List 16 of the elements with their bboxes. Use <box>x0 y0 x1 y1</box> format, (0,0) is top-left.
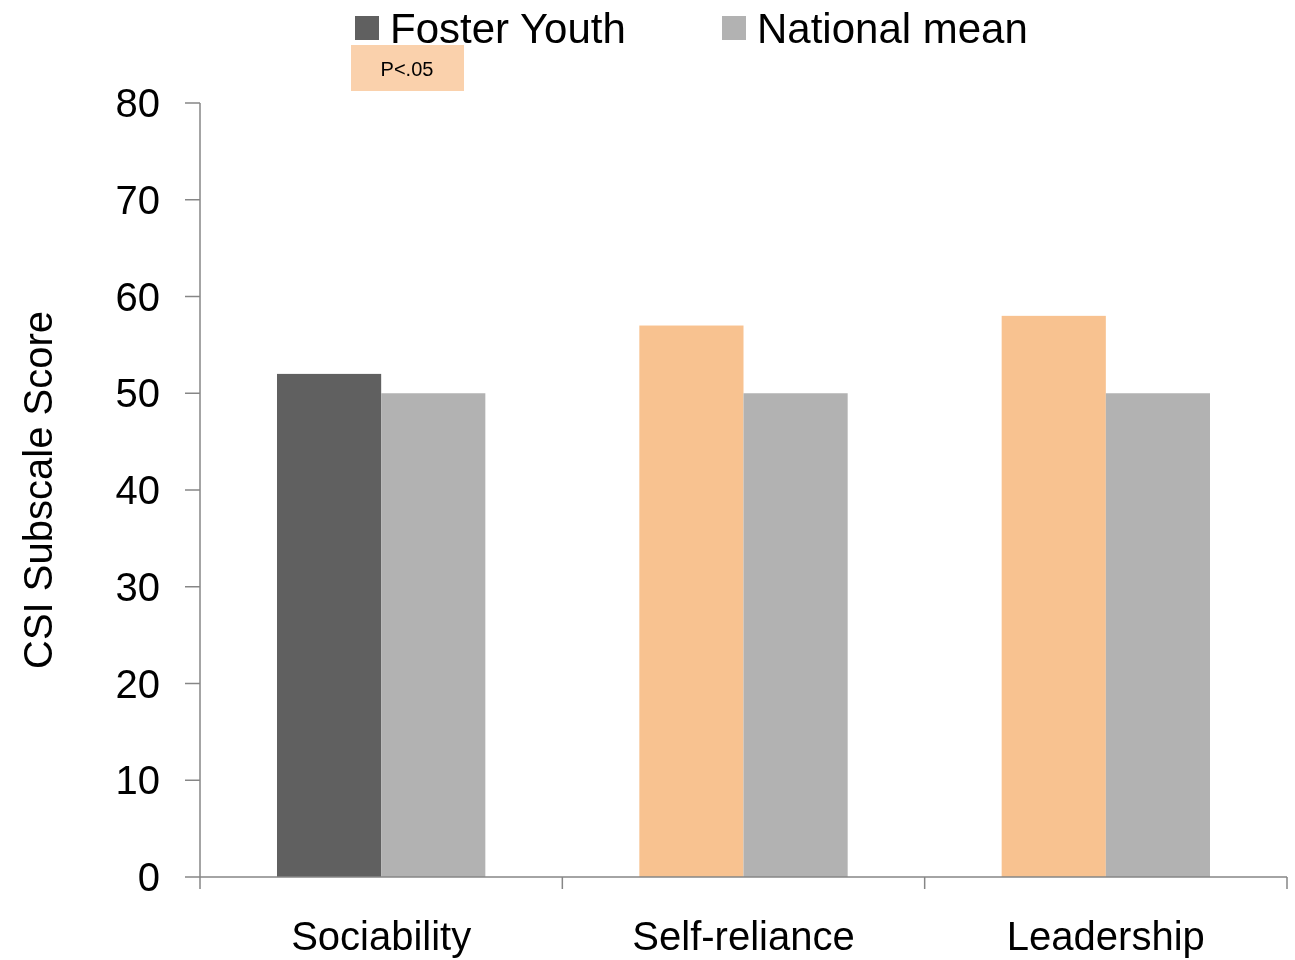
text: P<.05 <box>380 58 434 80</box>
x-tick-label: Sociability <box>291 914 472 958</box>
y-tick-label: 60 <box>115 274 160 319</box>
y-tick-label: 0 <box>137 855 160 899</box>
y-tick-label: 40 <box>115 468 160 512</box>
legend-label: Foster Youth <box>390 4 626 52</box>
y-tick-label: 20 <box>115 661 160 706</box>
y-tick-label: 70 <box>115 177 160 222</box>
legend-label: National mean <box>757 4 1028 52</box>
x-tick-label: Leadership <box>1006 914 1205 958</box>
y-axis-title: CSI Subscale Score <box>16 311 60 669</box>
y-tick-label: 30 <box>115 564 160 609</box>
y-tick-label: 10 <box>115 758 160 803</box>
y-tick-label: 80 <box>115 81 160 125</box>
x-tick-label: Self-reliance <box>632 914 855 958</box>
y-tick-label: 50 <box>115 371 160 416</box>
